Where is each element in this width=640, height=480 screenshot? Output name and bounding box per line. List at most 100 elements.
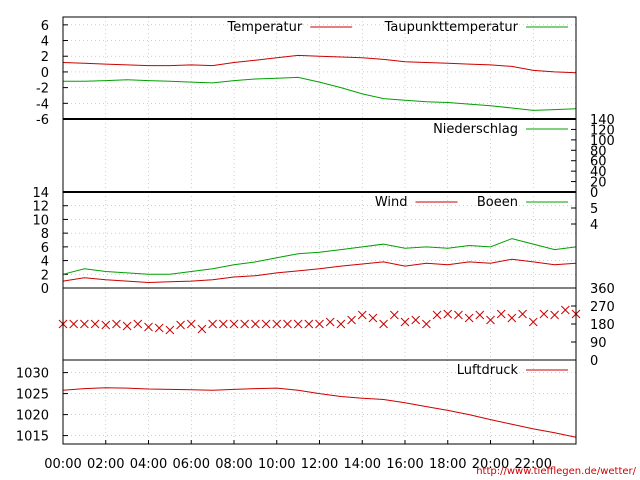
wind-direction-point [422, 319, 431, 329]
y-tick-label: 0 [41, 282, 49, 297]
wind-direction-point [240, 319, 250, 329]
wind-direction-point [400, 317, 410, 327]
wind-direction-point [518, 309, 527, 319]
wind-direction-point [101, 320, 111, 330]
wind-direction-point [379, 319, 388, 329]
x-tick-label: 22:00 [515, 457, 552, 472]
y-tick-label-right: 0 [590, 354, 598, 369]
wind-direction-point [112, 319, 121, 329]
wind-direction-point [357, 310, 367, 320]
wind-direction-point [144, 322, 153, 332]
y-tick-label: -2 [36, 82, 49, 97]
y-tick-label: 1015 [16, 430, 49, 445]
y-tick-label-right: 100 [590, 134, 615, 149]
y-tick-label: 1020 [16, 409, 49, 424]
legend-label: Temperatur [227, 20, 303, 35]
wind-direction-point [550, 310, 559, 320]
y-tick-label: 4 [41, 35, 49, 50]
x-tick-label: 12:00 [301, 457, 338, 472]
y-tick-label-right: 80 [590, 144, 607, 159]
wind-direction-point [176, 320, 185, 330]
x-tick-label: 18:00 [429, 457, 466, 472]
wind-direction-point [411, 315, 421, 325]
panel-wind-direction: 360 270 180 90 0 [58, 282, 615, 369]
series-line-taupunkttemperatur [63, 76, 577, 111]
wind-direction-point [454, 310, 463, 320]
y-tick-label: 2 [41, 268, 49, 283]
wind-direction-point [347, 315, 356, 325]
wind-direction-point [443, 309, 453, 319]
legend-label: Niederschlag [433, 122, 518, 137]
y-tick-label: 10 [32, 213, 49, 228]
y-tick-label: -6 [36, 113, 49, 128]
y-tick-label-right: 5 [590, 202, 598, 217]
y-tick-label-right: 270 [590, 300, 615, 315]
x-tick-label: 00:00 [44, 457, 81, 472]
wind-direction-point [486, 315, 495, 325]
legend-label: Boeen [477, 195, 518, 210]
x-axis: 00:00 02:00 04:00 06:00 08:00 10:00 12:00 14:00… [44, 440, 552, 472]
series-line-temperatur [62, 54, 577, 74]
wind-direction-point [122, 321, 132, 331]
wind-direction-point [283, 319, 292, 329]
source-url[interactable]: http://www.tiefflegen.de/wetter/ [476, 466, 636, 477]
chart-panels: 6420-2-4-6TaupunkttemperaturTemperatur14… [16, 16, 615, 445]
y-tick-label: 8 [41, 227, 49, 242]
legend-label: Taupunkttemperatur [384, 20, 519, 35]
y-tick-label-right: 60 [590, 155, 607, 170]
wind-direction-point [325, 317, 335, 327]
wind-direction-point [80, 319, 89, 329]
wind-direction-point [389, 310, 399, 320]
wind-direction-point [272, 319, 282, 329]
y-tick-label-right: 90 [590, 336, 607, 351]
y-tick-label: 0 [41, 66, 49, 81]
wind-direction-point [336, 319, 346, 329]
y-tick-label: 6 [41, 19, 49, 34]
y-tick-label: 14 [32, 186, 49, 201]
wind-direction-point [251, 319, 260, 329]
y-tick-label-right: 0 [590, 186, 598, 201]
wind-direction-point [154, 323, 164, 333]
wind-direction-point [208, 319, 217, 329]
x-tick-label: 16:00 [386, 457, 423, 472]
wind-direction-point [507, 313, 517, 323]
wind-direction-point [197, 324, 207, 334]
wind-direction-point [368, 313, 378, 323]
y-tick-label-right: 180 [590, 318, 615, 333]
y-tick-label-right: 120 [590, 123, 615, 138]
x-tick-label: 08:00 [215, 457, 252, 472]
wind-direction-point [496, 309, 506, 319]
x-tick-label: 20:00 [472, 457, 509, 472]
wind-direction-point [560, 305, 570, 315]
panel-pressure: 1030 1025 1020 1015 Luftdruck [16, 359, 577, 445]
wind-direction-point [133, 319, 143, 329]
y-tick-label-right: 40 [590, 165, 607, 180]
wind-direction-point [432, 310, 442, 320]
wind-direction-point [293, 319, 303, 329]
wind-direction-point [186, 319, 196, 329]
wind-direction-point [528, 317, 538, 327]
wind-direction-point [261, 319, 271, 329]
y-tick-label: 1030 [16, 367, 49, 382]
wind-direction-point [229, 319, 239, 329]
wind-direction-point [475, 310, 485, 320]
series-line-wind [62, 258, 577, 284]
wind-direction-point [69, 319, 79, 329]
y-tick-label: 2 [41, 50, 49, 65]
series-line-luftdruck [62, 387, 577, 438]
y-tick-label-right: 360 [590, 282, 615, 297]
wind-direction-point [539, 309, 549, 319]
y-tick-label: 12 [32, 200, 49, 215]
x-tick-label: 04:00 [130, 457, 167, 472]
x-tick-label: 14:00 [344, 457, 381, 472]
wind-direction-point [218, 319, 228, 329]
x-tick-label: 10:00 [258, 457, 295, 472]
y-tick-label: 6 [41, 241, 49, 256]
wind-direction-point [464, 313, 474, 323]
x-tick-label: 02:00 [87, 457, 124, 472]
legend-label: Wind [375, 195, 408, 210]
